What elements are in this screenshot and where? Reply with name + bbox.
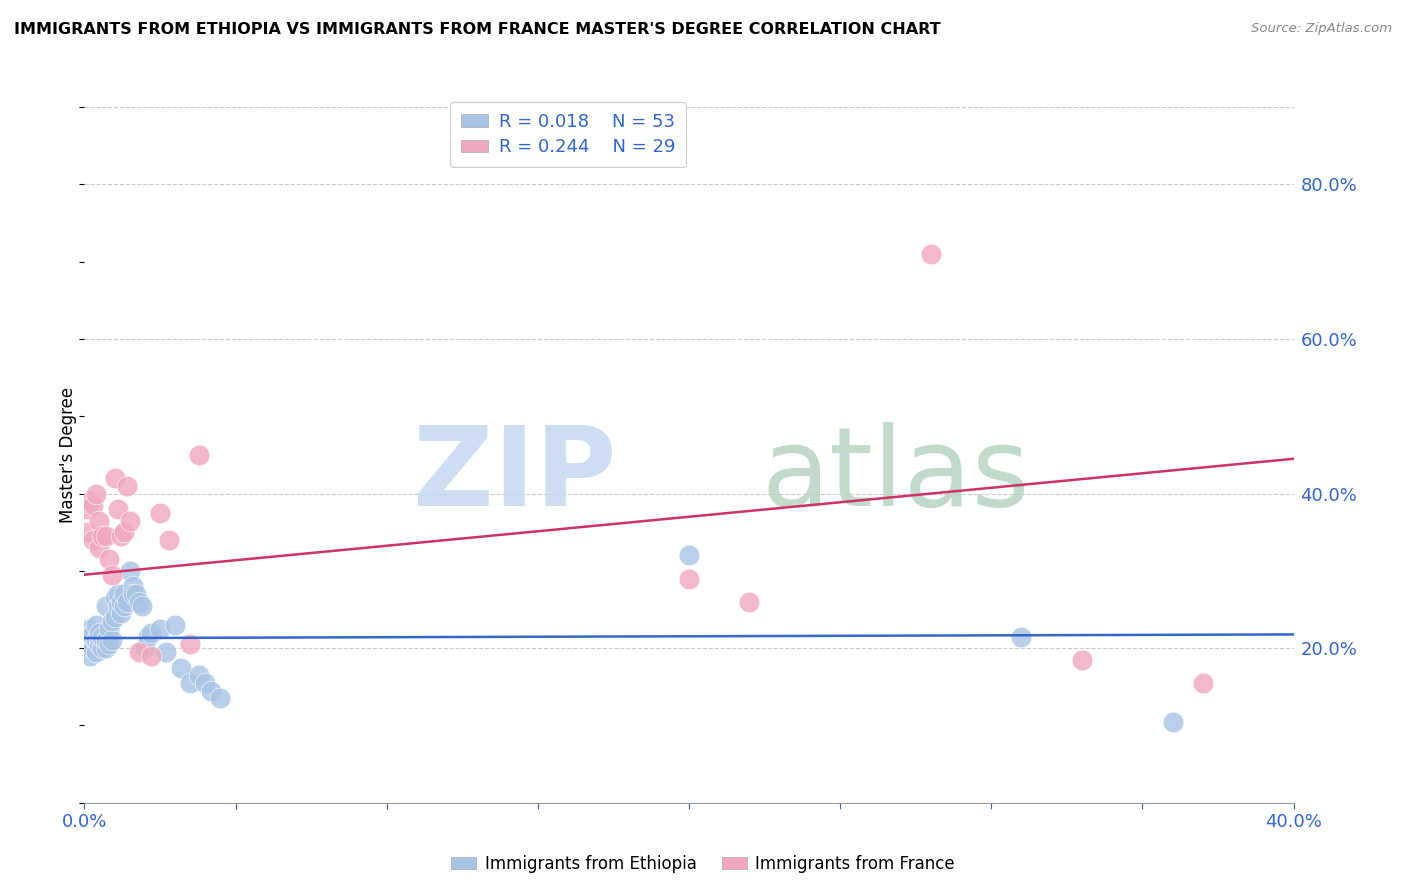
Point <box>139 648 162 663</box>
Point <box>131 599 153 613</box>
Point <box>136 630 159 644</box>
Point <box>194 676 217 690</box>
Y-axis label: Master's Degree: Master's Degree <box>59 387 77 523</box>
Point <box>1161 714 1184 729</box>
Point <box>139 625 162 640</box>
Point <box>89 625 111 640</box>
Point <box>97 637 120 651</box>
Point <box>82 625 104 640</box>
Point <box>79 633 101 648</box>
Point <box>86 486 108 500</box>
Point <box>76 637 98 651</box>
Point <box>112 525 135 540</box>
Point <box>1071 653 1094 667</box>
Legend: R = 0.018    N = 53, R = 0.244    N = 29: R = 0.018 N = 53, R = 0.244 N = 29 <box>450 103 686 167</box>
Point <box>112 599 135 613</box>
Point <box>209 691 232 706</box>
Point <box>79 494 101 508</box>
Point <box>104 610 127 624</box>
Point <box>79 648 101 663</box>
Point <box>128 645 150 659</box>
Point <box>118 514 141 528</box>
Point <box>94 599 117 613</box>
Point <box>107 587 129 601</box>
Point <box>94 529 117 543</box>
Point <box>125 587 148 601</box>
Point <box>1192 676 1215 690</box>
Text: IMMIGRANTS FROM ETHIOPIA VS IMMIGRANTS FROM FRANCE MASTER'S DEGREE CORRELATION C: IMMIGRANTS FROM ETHIOPIA VS IMMIGRANTS F… <box>14 22 941 37</box>
Point <box>76 525 98 540</box>
Point <box>82 533 104 547</box>
Point <box>107 502 129 516</box>
Point <box>115 595 138 609</box>
Point <box>97 552 120 566</box>
Point <box>89 541 111 555</box>
Point <box>94 633 117 648</box>
Point <box>112 587 135 601</box>
Point <box>134 641 156 656</box>
Point <box>86 618 108 632</box>
Point <box>115 479 138 493</box>
Point <box>121 587 143 601</box>
Point <box>188 448 211 462</box>
Point <box>165 618 187 632</box>
Point <box>110 595 132 609</box>
Point <box>678 572 700 586</box>
Point <box>94 641 117 656</box>
Point <box>121 579 143 593</box>
Point <box>89 514 111 528</box>
Point <box>107 599 129 613</box>
Point <box>100 614 122 628</box>
Point <box>155 645 177 659</box>
Point <box>91 630 114 644</box>
Text: ZIP: ZIP <box>413 422 616 529</box>
Point <box>188 668 211 682</box>
Point <box>76 630 98 644</box>
Point <box>110 607 132 621</box>
Point <box>118 564 141 578</box>
Point <box>1011 630 1033 644</box>
Text: Source: ZipAtlas.com: Source: ZipAtlas.com <box>1251 22 1392 36</box>
Point <box>79 622 101 636</box>
Point <box>100 567 122 582</box>
Point <box>82 630 104 644</box>
Point <box>170 660 193 674</box>
Point <box>920 247 942 261</box>
Legend: Immigrants from Ethiopia, Immigrants from France: Immigrants from Ethiopia, Immigrants fro… <box>444 848 962 880</box>
Point <box>678 549 700 563</box>
Point <box>89 630 111 644</box>
Point <box>104 591 127 605</box>
Point <box>76 502 98 516</box>
Point <box>157 533 180 547</box>
Text: atlas: atlas <box>762 422 1031 529</box>
Point <box>82 641 104 656</box>
Point <box>149 622 172 636</box>
Point <box>97 622 120 636</box>
Point <box>200 683 222 698</box>
Point <box>104 471 127 485</box>
Point <box>110 529 132 543</box>
Point <box>179 676 201 690</box>
Point <box>86 645 108 659</box>
Point <box>86 633 108 648</box>
Point <box>91 529 114 543</box>
Point <box>82 498 104 512</box>
Point <box>128 595 150 609</box>
Point <box>738 595 761 609</box>
Point <box>91 641 114 656</box>
Point <box>149 506 172 520</box>
Point <box>100 633 122 648</box>
Point <box>179 637 201 651</box>
Point <box>89 637 111 651</box>
